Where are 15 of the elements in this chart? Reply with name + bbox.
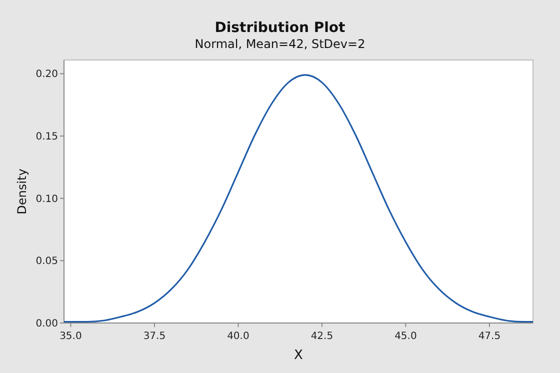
x-tick-label: 37.5 (143, 331, 166, 342)
x-tick-label: 35.0 (60, 331, 82, 342)
x-tick-label: 45.0 (394, 331, 417, 342)
y-axis-title: Density (15, 168, 29, 214)
y-tick-label: 0.10 (36, 194, 58, 205)
x-tick-label: 42.5 (310, 331, 334, 342)
y-tick-label: 0.20 (36, 69, 58, 80)
y-tick-label: 0.05 (36, 256, 58, 268)
x-tick-label: 40.0 (227, 331, 250, 342)
x-axis-title: X (294, 348, 304, 363)
chart-title: Distribution Plot (214, 20, 346, 36)
chart-subtitle: Normal, Mean=42, StDev=2 (194, 37, 366, 51)
x-tick-label: 47.5 (478, 331, 501, 342)
y-tick-label: 0.00 (36, 318, 58, 330)
y-tick-label: 0.15 (36, 132, 58, 143)
